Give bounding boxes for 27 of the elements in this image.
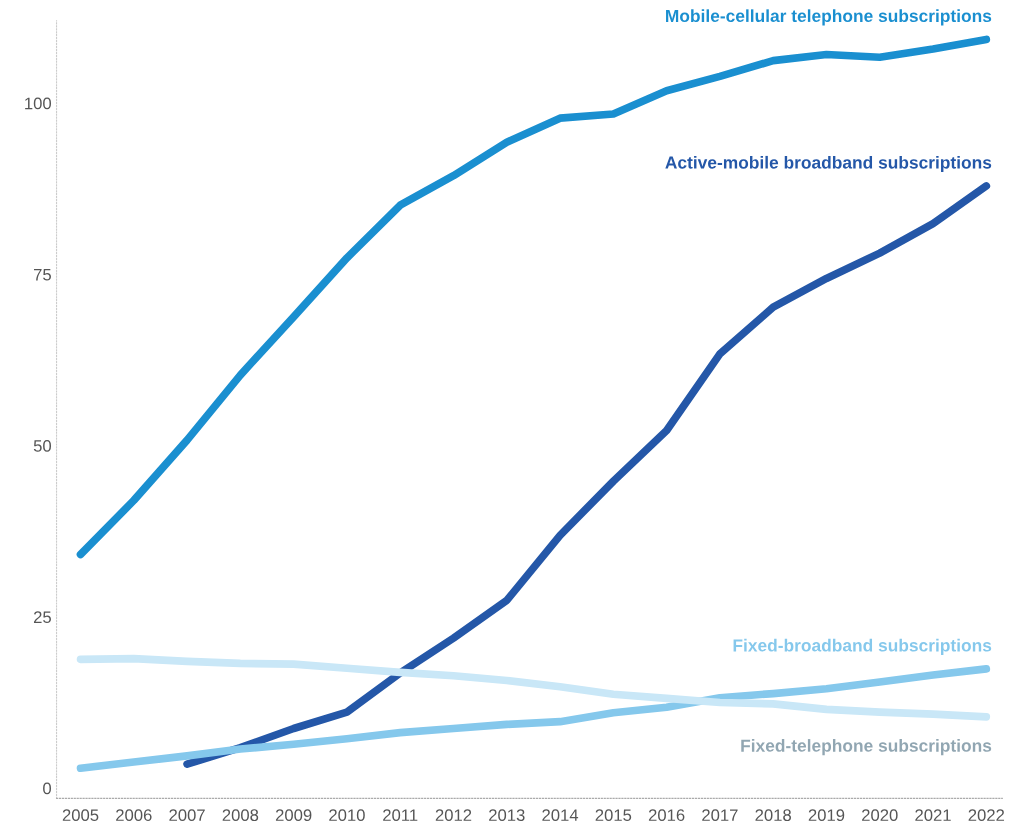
series-label: Fixed-telephone subscriptions [741, 739, 992, 756]
x-tick-label: 2005 [62, 809, 99, 822]
y-tick-label: 75 [34, 268, 51, 281]
y-tick-label: 0 [43, 782, 52, 795]
x-tick-label: 2013 [489, 809, 525, 822]
x-tick-label: 2007 [169, 809, 205, 822]
x-tick-label: 2009 [275, 809, 312, 822]
x-tick-label: 2019 [808, 809, 845, 822]
series-label: Active-mobile broadband subscriptions [665, 155, 992, 173]
y-tick-label: 25 [33, 611, 51, 624]
x-tick-label: 2017 [702, 809, 738, 822]
x-tick-label: 2010 [329, 809, 365, 822]
y-tick-label: 100 [25, 97, 52, 110]
x-tick-label: 2016 [648, 809, 685, 822]
x-tick-label: 2020 [862, 809, 898, 822]
x-tick-label: 2021 [915, 809, 951, 822]
x-tick-label: 2014 [542, 809, 579, 822]
x-tick-label: 2008 [222, 809, 259, 822]
series-label: Fixed-broadband subscriptions [733, 638, 992, 656]
y-tick-label: 50 [33, 440, 52, 452]
x-tick-label: 2015 [595, 809, 632, 822]
x-tick-label: 2011 [383, 809, 418, 822]
x-tick-label: 2022 [968, 809, 1005, 822]
x-tick-label: 2006 [116, 809, 152, 822]
x-tick-label: 2012 [435, 809, 472, 822]
x-tick-label: 2018 [755, 809, 791, 822]
series-label: Mobile-cellular telephone subscriptions [666, 9, 992, 26]
